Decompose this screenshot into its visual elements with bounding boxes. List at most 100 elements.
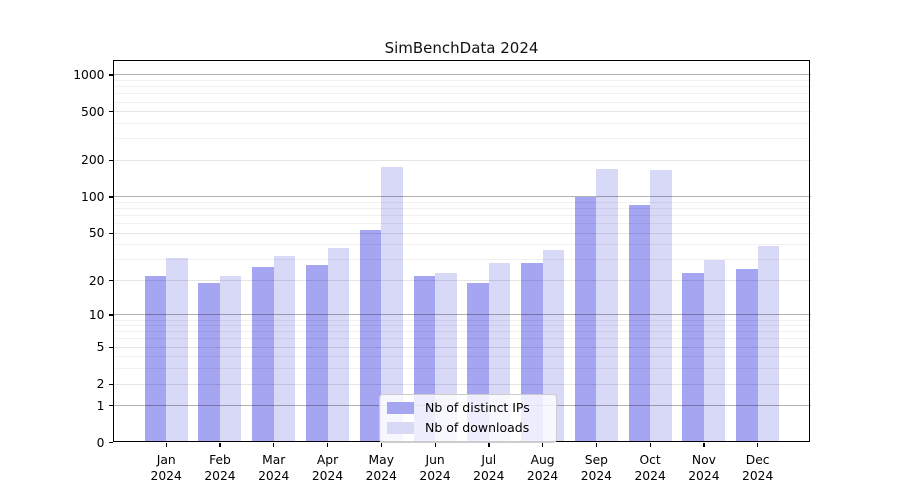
x-tick-mark-apr: [327, 443, 329, 448]
y-tick-label-0: 0: [96, 435, 105, 450]
y-tick-label-1000: 1000: [73, 67, 105, 82]
x-tick-label-dec: Dec 2024: [742, 453, 774, 483]
gridline-5: [113, 346, 811, 348]
x-tick-label-apr: Apr 2024: [311, 453, 344, 483]
gridline-minor: [113, 123, 811, 125]
bar-distinct-ips-mar: [252, 267, 274, 443]
legend: Nb of distinct IPs Nb of downloads: [379, 394, 557, 443]
gridline-minor: [113, 356, 811, 358]
y-tick-mark-1: [109, 405, 113, 407]
x-tick-label-jul: Jul 2024: [473, 453, 505, 483]
bar-distinct-ips-dec: [736, 269, 758, 443]
gridline-200: [113, 159, 811, 161]
gridline-minor: [113, 319, 811, 321]
bar-downloads-mar: [273, 256, 296, 443]
x-tick-mark-may: [380, 443, 382, 448]
gridline-minor: [113, 338, 811, 340]
x-tick-label-oct: Oct 2024: [634, 453, 666, 483]
y-tick-label-200: 200: [81, 153, 105, 168]
x-tick-label-jan: Jan 2024: [150, 453, 182, 483]
x-tick-label-nov: Nov 2024: [688, 453, 720, 483]
gridline-minor: [113, 259, 811, 261]
chart-title: SimBenchData 2024: [384, 39, 539, 57]
bar-distinct-ips-feb: [198, 283, 220, 443]
bar-distinct-ips-nov: [682, 273, 704, 443]
gridline-minor: [113, 93, 811, 95]
gridline-100: [113, 196, 811, 198]
bar-downloads-sep: [596, 168, 618, 443]
x-tick-label-aug: Aug 2024: [526, 453, 559, 483]
bar-downloads-apr: [327, 247, 349, 443]
y-tick-mark-0: [109, 442, 113, 444]
y-tick-label-1: 1: [96, 398, 105, 413]
legend-label-downloads: Nb of downloads: [425, 420, 530, 435]
x-tick-mark-jul: [488, 443, 490, 448]
y-tick-mark-200: [109, 159, 113, 162]
bar-downloads-feb: [219, 275, 242, 443]
gridline-50: [113, 232, 811, 234]
y-tick-mark-50: [109, 232, 113, 234]
y-tick-mark-5: [109, 346, 113, 348]
x-tick-mark-aug: [542, 443, 544, 448]
gridline-minor: [113, 202, 811, 204]
legend-item-downloads: Nb of downloads: [387, 421, 547, 435]
y-tick-mark-500: [109, 111, 113, 113]
gridline-minor: [113, 223, 811, 225]
gridline-minor: [113, 331, 811, 333]
x-tick-mark-feb: [219, 443, 221, 448]
legend-swatch-distinct-ips: [387, 402, 414, 414]
x-tick-mark-nov: [703, 443, 705, 448]
bar-distinct-ips-jan: [144, 275, 167, 443]
gridline-minor: [113, 325, 811, 327]
bar-distinct-ips-sep: [574, 196, 597, 443]
y-tick-mark-100: [109, 196, 113, 198]
x-tick-mark-mar: [273, 443, 275, 448]
gridline-minor: [113, 80, 811, 82]
x-tick-mark-sep: [595, 443, 598, 448]
bar-downloads-jan: [166, 258, 188, 443]
bar-downloads-nov: [703, 259, 726, 443]
bar-distinct-ips-oct: [628, 204, 651, 443]
gridline-2: [113, 383, 811, 385]
gridline-minor: [113, 368, 811, 370]
x-tick-label-feb: Feb 2024: [204, 453, 236, 483]
x-tick-mark-oct: [649, 443, 651, 448]
y-tick-mark-1000: [109, 74, 113, 76]
y-tick-label-500: 500: [81, 104, 105, 119]
gridline-minor: [113, 215, 811, 217]
bar-downloads-may: [381, 166, 403, 443]
gridline-20: [113, 280, 811, 282]
y-tick-label-5: 5: [96, 340, 105, 355]
y-tick-mark-2: [109, 383, 113, 385]
legend-item-distinct-ips: Nb of distinct IPs: [387, 401, 547, 415]
y-tick-mark-20: [109, 280, 113, 282]
x-tick-label-may: May 2024: [365, 453, 397, 483]
y-tick-label-10: 10: [88, 307, 105, 322]
y-tick-label-2: 2: [96, 377, 105, 392]
x-tick-label-sep: Sep 2024: [580, 453, 612, 483]
y-tick-label-50: 50: [88, 226, 105, 241]
y-tick-label-100: 100: [81, 189, 105, 204]
bar-downloads-oct: [650, 169, 672, 443]
legend-swatch-downloads: [387, 422, 414, 434]
bar-distinct-ips-apr: [306, 265, 328, 443]
gridline-10: [113, 314, 811, 316]
x-tick-mark-dec: [757, 443, 759, 448]
x-tick-mark-jun: [434, 443, 436, 448]
gridline-minor: [113, 101, 811, 103]
x-tick-label-mar: Mar 2024: [258, 453, 290, 483]
gridline-minor: [113, 208, 811, 210]
gridline-minor: [113, 244, 811, 246]
gridline-500: [113, 111, 811, 113]
y-tick-mark-10: [109, 314, 113, 316]
x-tick-label-jun: Jun 2024: [419, 453, 451, 483]
gridline-minor: [113, 86, 811, 88]
legend-label-distinct-ips: Nb of distinct IPs: [425, 400, 530, 415]
x-tick-mark-jan: [165, 443, 167, 448]
y-tick-label-20: 20: [88, 273, 105, 288]
gridline-minor: [113, 138, 811, 140]
bar-distinct-ips-may: [359, 230, 382, 443]
bar-downloads-dec: [757, 246, 780, 443]
gridline-1000: [113, 74, 811, 76]
